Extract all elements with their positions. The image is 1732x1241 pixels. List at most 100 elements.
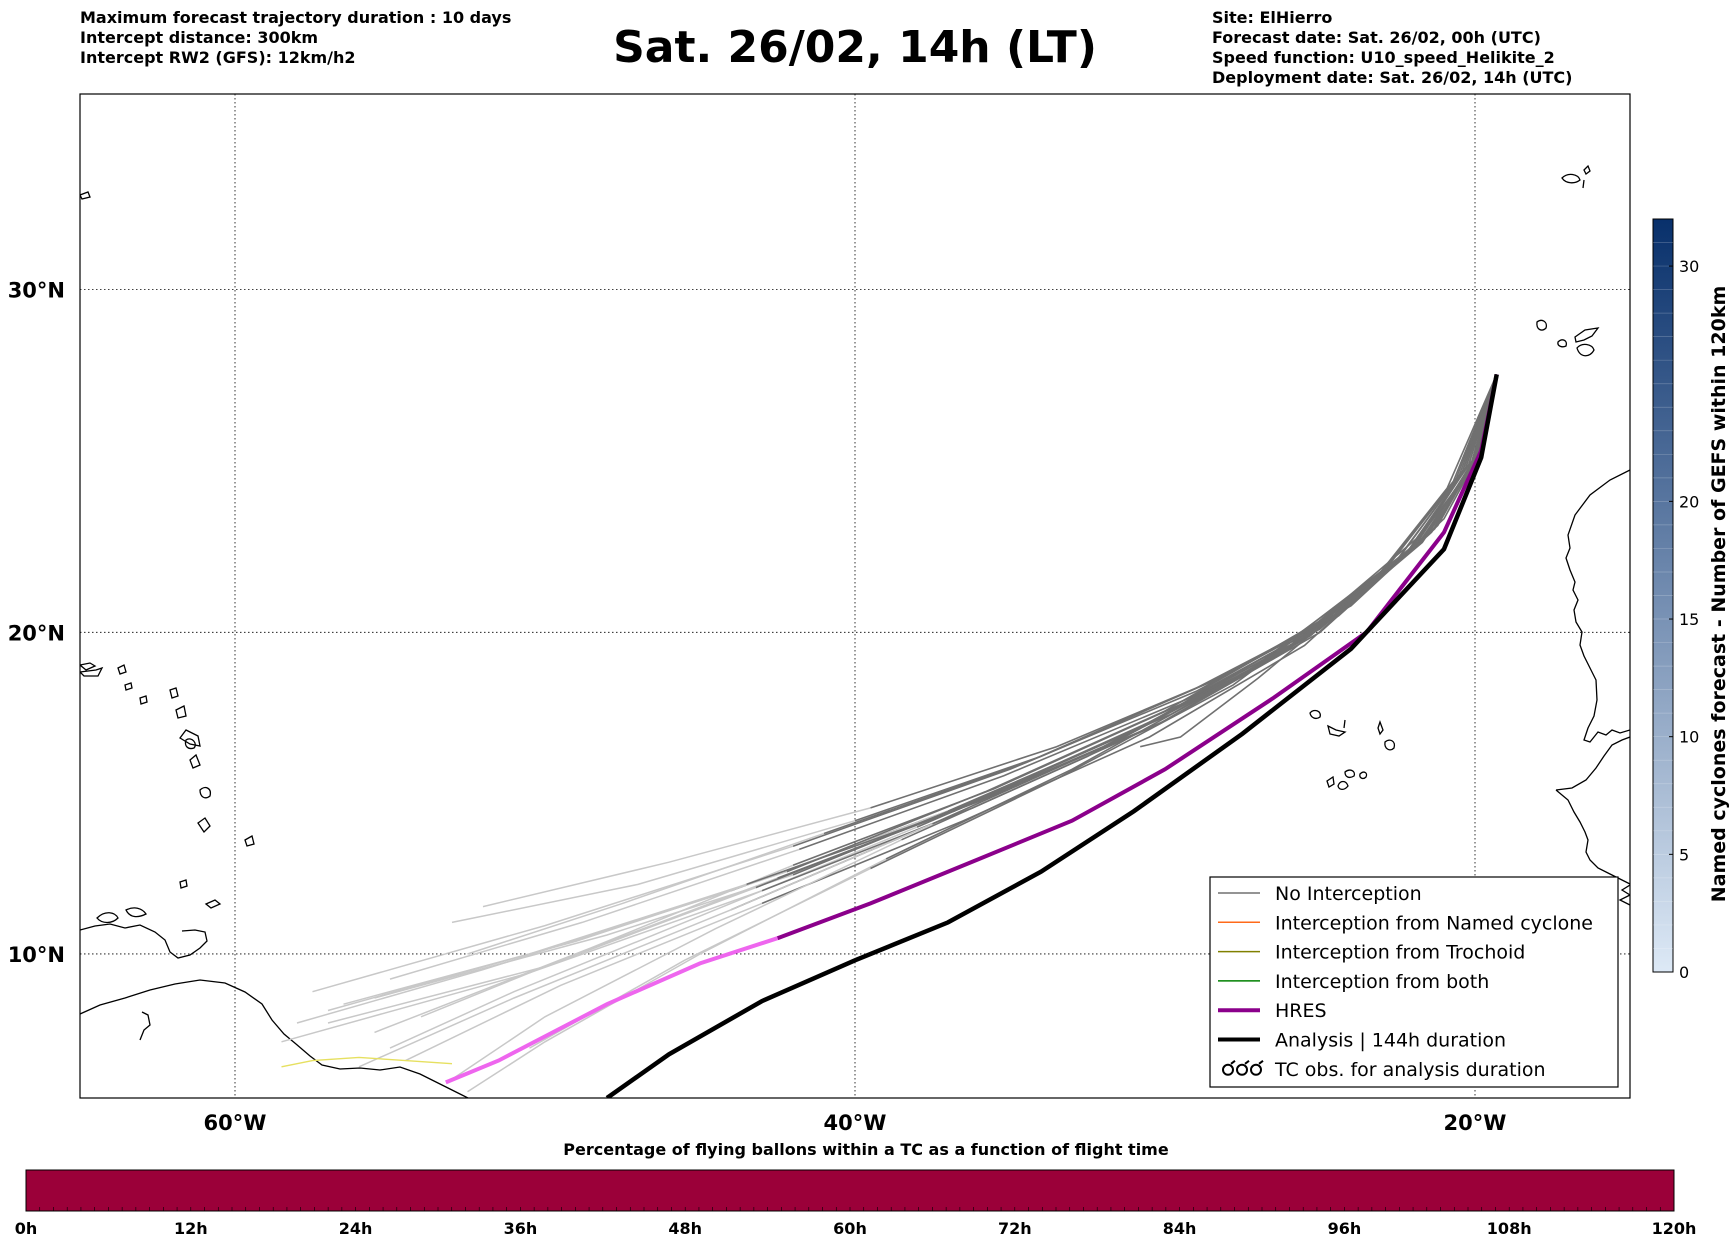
- flight-hour-label: 72h: [998, 1219, 1032, 1238]
- tc-obs-symbol-tail: [1244, 1060, 1250, 1065]
- coastline-segment: [244, 835, 255, 847]
- coastline-segment: [1359, 771, 1368, 780]
- gefs-colorbar-tick-label: 0: [1679, 963, 1689, 982]
- ensemble-track-line-late: [451, 819, 856, 924]
- flight-time-colorbar: 0h 12h 24h 36h 48h 60h 72h 84h 96h 108h 120h: [15, 1169, 1697, 1238]
- ensemble-track-line-late: [358, 823, 933, 1068]
- lat-tick-label: 20°N: [8, 621, 65, 645]
- legend-box: [1209, 876, 1619, 1088]
- coastline-segment: [117, 664, 127, 675]
- legend-label: No Interception: [1275, 883, 1422, 905]
- coastline-segment: [80, 666, 104, 677]
- coastline-segment: [80, 923, 208, 959]
- flight-hour-label: 84h: [1163, 1219, 1197, 1238]
- ensemble-track-line-late: [281, 889, 763, 1043]
- coastline-segment: [1343, 719, 1346, 729]
- lon-tick-label: 40°W: [824, 1111, 887, 1135]
- flight-hour-label: 48h: [668, 1219, 702, 1238]
- ensemble-track-line-late: [467, 832, 825, 955]
- coastline-segment: [1555, 736, 1630, 791]
- flight-hour-label: 0h: [15, 1219, 38, 1238]
- flight-hour-label: 120h: [1652, 1219, 1697, 1238]
- legend-item-hres: HRES: [1218, 1000, 1327, 1022]
- header-info-left: Maximum forecast trajectory duration : 1…: [80, 8, 511, 68]
- coastline-segment: [1309, 709, 1321, 720]
- lat-tick-label: 10°N: [8, 943, 65, 967]
- legend-item-named_cyclone: Interception from Named cyclone: [1218, 912, 1593, 934]
- flight-time-colorbar-bar: [25, 1169, 1675, 1212]
- map-axis-labels: 30°N 20°N 10°N 60°W 40°W 20°W: [8, 278, 1507, 1135]
- header-line-deployment-date: Deployment date: Sat. 26/02, 14h (UTC): [1212, 68, 1573, 87]
- ensemble-track-line: [730, 374, 1498, 911]
- coastline-segment: [1337, 780, 1349, 791]
- coastline-segment: [80, 662, 97, 671]
- legend-label: HRES: [1275, 1000, 1327, 1022]
- ensemble-track-line-late: [374, 874, 794, 999]
- gefs-colorbar-tick-label: 15: [1679, 610, 1699, 629]
- tc-obs-symbol-icon: [1250, 1063, 1262, 1076]
- coastline-segment: [1377, 720, 1384, 736]
- coastline-segment: [1557, 339, 1568, 348]
- coastline-segment: [1561, 173, 1581, 184]
- header-line-max-duration: Maximum forecast trajectory duration : 1…: [80, 8, 512, 27]
- coastline-segment: [139, 695, 148, 705]
- coastline-segment: [204, 899, 222, 909]
- lon-tick-label: 60°W: [204, 1111, 267, 1135]
- gefs-colorbar-tick-label: 10: [1679, 728, 1699, 747]
- analysis-track-line: [605, 373, 1499, 1098]
- coastline-segment: [199, 786, 211, 799]
- coastline-segment: [169, 687, 179, 699]
- ensemble-track-line: [786, 374, 1498, 873]
- header-info-right: Site: ElHierro Forecast date: Sat. 26/02…: [1212, 8, 1572, 88]
- gefs-colorbar-tick-label: 5: [1679, 845, 1689, 864]
- ensemble-track-line: [792, 374, 1498, 847]
- coastline-segment: [1576, 343, 1595, 357]
- coastline-segment: [1326, 775, 1335, 788]
- ensemble-track-line-late: [482, 807, 871, 908]
- coastline-segment: [175, 705, 187, 719]
- ensemble-track-line: [792, 374, 1498, 876]
- coastline-segment: [1583, 164, 1591, 175]
- legend-label: Interception from Named cyclone: [1275, 912, 1593, 934]
- flight-hour-label: 96h: [1328, 1219, 1362, 1238]
- coastline-segment: [1536, 319, 1548, 331]
- coastline-segment: [96, 912, 119, 924]
- flight-time-colorbar-title: Percentage of flying ballons within a TC…: [563, 1140, 1169, 1159]
- legend-label: Interception from both: [1275, 971, 1489, 993]
- ensemble-track-line: [730, 374, 1498, 892]
- header-line-speed-function: Speed function: U10_speed_Helikite_2: [1212, 48, 1555, 67]
- flight-hour-label: 24h: [339, 1219, 373, 1238]
- ensemble-track-line: [1140, 374, 1498, 748]
- main-trajectories: [445, 373, 1499, 1098]
- hres-track-line-late: [445, 936, 779, 1085]
- tc-obs-symbol-icon: [1222, 1063, 1234, 1076]
- gefs-colorbar-tick-label: 20: [1679, 492, 1699, 511]
- flight-hour-label: 12h: [174, 1219, 208, 1238]
- coastline-segment: [1555, 789, 1630, 885]
- gefs-colorbar-steps: [1653, 242, 1673, 949]
- legend-item-both: Interception from both: [1218, 971, 1489, 993]
- gefs-colorbar: 0 5 10 15 20 30 Named cyclones forecast - Num…: [1652, 218, 1730, 982]
- gefs-colorbar-tick-label: 30: [1679, 257, 1699, 276]
- legend-item-no_interception: No Interception: [1218, 883, 1422, 905]
- flight-hour-label: 60h: [833, 1219, 867, 1238]
- ensemble-track-line: [755, 374, 1498, 889]
- coastline-segment: [1565, 469, 1630, 743]
- legend-item-tc_obs: TC obs. for analysis duration: [1222, 1059, 1546, 1081]
- ensemble-track-line-late: [374, 864, 794, 1034]
- header-line-forecast-date: Forecast date: Sat. 26/02, 00h (UTC): [1212, 28, 1541, 47]
- coastline-segment: [125, 907, 147, 918]
- lat-tick-label: 30°N: [8, 278, 65, 302]
- ensemble-track-line: [761, 374, 1498, 905]
- ensemble-track-line-late: [389, 848, 800, 980]
- flight-hour-label: 36h: [504, 1219, 538, 1238]
- coastline-segment: [1384, 739, 1396, 751]
- ensemble-track-line: [746, 374, 1498, 886]
- flight-time-minor-ticks: [39, 1207, 1661, 1211]
- hres-track-line: [776, 374, 1499, 941]
- header-line-intercept-rw2: Intercept RW2 (GFS): 12km/h2: [80, 48, 356, 67]
- ensemble-track-line: [870, 374, 1498, 870]
- tc-obs-symbol-tail: [1258, 1060, 1264, 1065]
- tc-obs-symbol-icon: [1236, 1063, 1248, 1076]
